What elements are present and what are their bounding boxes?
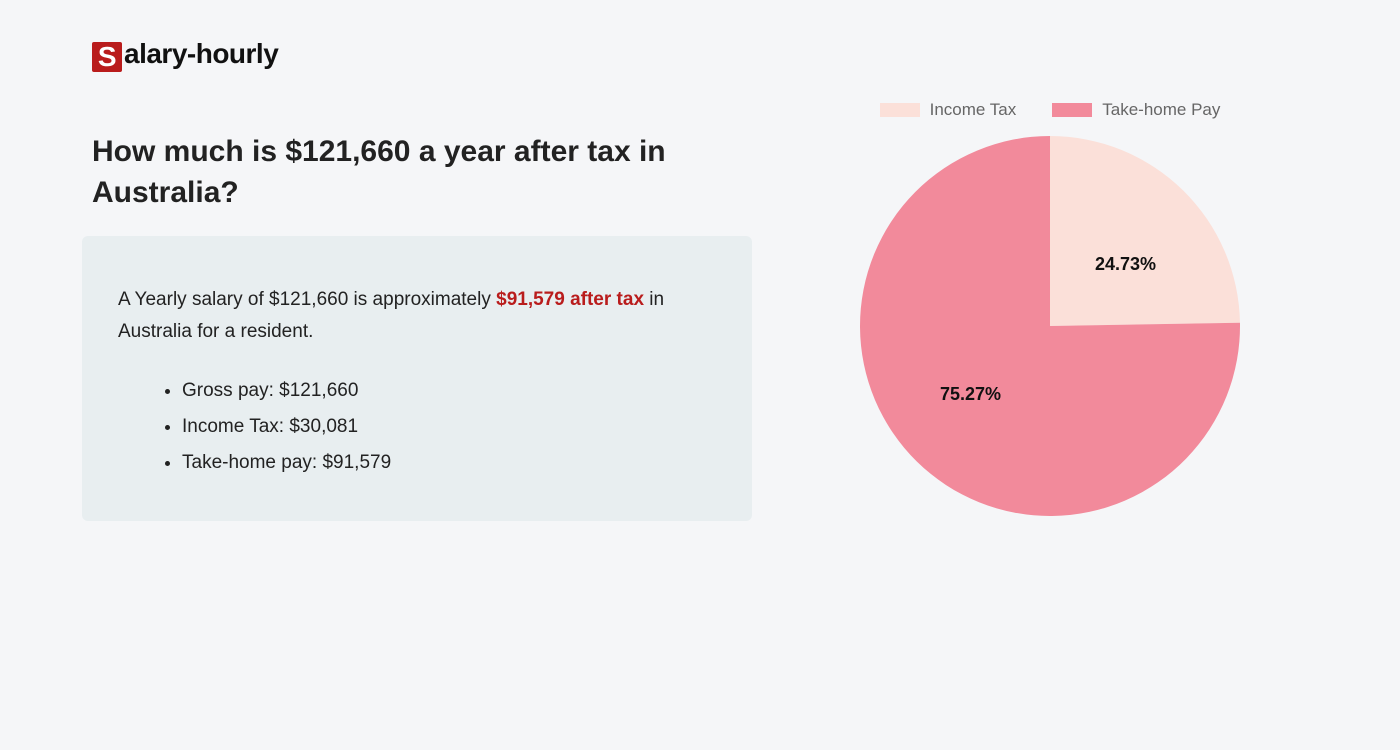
bullet-gross: Gross pay: $121,660 [182,373,716,409]
logo: Salary-hourly [92,38,278,72]
bullet-list: Gross pay: $121,660 Income Tax: $30,081 … [118,373,716,481]
logo-rest: alary-hourly [124,38,278,69]
pie-label-tax: 24.73% [1095,254,1156,275]
pie-chart: 24.73% 75.27% [860,136,1240,516]
logo-s-box: S [92,42,122,72]
pie-svg [860,136,1240,516]
page-heading: How much is $121,660 a year after tax in… [92,132,732,213]
chart-legend: Income Tax Take-home Pay [840,100,1260,120]
legend-label-tax: Income Tax [930,100,1017,120]
legend-item-takehome: Take-home Pay [1052,100,1220,120]
summary-highlight: $91,579 after tax [496,289,644,310]
info-box: A Yearly salary of $121,660 is approxima… [82,236,752,521]
pie-chart-section: Income Tax Take-home Pay 24.73% 75.27% [840,100,1260,516]
bullet-tax: Income Tax: $30,081 [182,409,716,445]
legend-label-takehome: Take-home Pay [1102,100,1220,120]
legend-swatch-takehome [1052,103,1092,117]
legend-swatch-tax [880,103,920,117]
bullet-takehome: Take-home pay: $91,579 [182,445,716,481]
legend-item-tax: Income Tax [880,100,1017,120]
pie-label-takehome: 75.27% [940,384,1001,405]
summary-pre: A Yearly salary of $121,660 is approxima… [118,289,496,310]
summary-line: A Yearly salary of $121,660 is approxima… [118,284,716,349]
